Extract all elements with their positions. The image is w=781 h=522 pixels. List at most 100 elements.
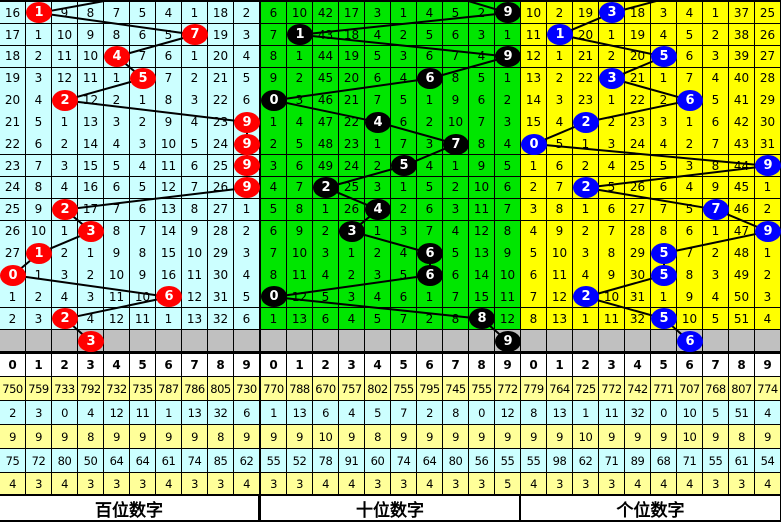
- grid-cell: 2: [234, 2, 260, 25]
- stat-cell: 1: [573, 401, 599, 425]
- grid-cell: 46: [729, 198, 755, 221]
- grid-cell: 27: [625, 198, 651, 221]
- grid-cell: 22: [0, 133, 26, 156]
- grid-cell: 7: [261, 23, 287, 47]
- grid-cell: 21: [208, 67, 234, 90]
- grid-cell: 1: [495, 67, 521, 90]
- stat-cell: 4: [234, 473, 260, 495]
- grid-cell: 5: [417, 176, 443, 200]
- grid-cell: 26: [0, 220, 26, 243]
- grid-cell: 10: [469, 176, 495, 200]
- draw-ball: 6: [677, 89, 703, 111]
- grid-cell: 5: [287, 133, 313, 156]
- grid-cell: 5: [365, 307, 391, 331]
- grid-cell: 10: [677, 307, 703, 331]
- grid-cell: 4: [443, 220, 469, 243]
- grid-cell: 18: [339, 23, 365, 47]
- grid-cell: 1: [365, 220, 391, 243]
- grid-cell: 9: [52, 2, 78, 25]
- stat-cell: 707: [677, 377, 703, 401]
- grid-cell: 4: [130, 154, 156, 178]
- placeholder-cell: [208, 329, 234, 352]
- grid-cell: 2: [547, 67, 573, 90]
- grid-cell: 6: [443, 23, 469, 47]
- grid-cell: 1: [677, 111, 703, 134]
- grid-cell: 2: [365, 154, 391, 178]
- stat-cell: 74: [391, 449, 417, 473]
- grid-cell: 32: [208, 307, 234, 331]
- grid-cell: 20: [625, 45, 651, 69]
- grid-cell: 8: [156, 89, 182, 112]
- grid-cell: 1: [287, 45, 313, 69]
- stat-cell: 64: [130, 449, 156, 473]
- grid-cell: 31: [755, 133, 781, 156]
- grid-cell: 1: [339, 242, 365, 265]
- grid-cell: 7: [599, 220, 625, 243]
- grid-cell: 24: [0, 176, 26, 200]
- stat-cell: 733: [52, 377, 78, 401]
- grid-cell: 8: [182, 198, 208, 221]
- stat-cell: 91: [339, 449, 365, 473]
- grid-cell: 11: [599, 307, 625, 331]
- grid-cell: 2: [391, 198, 417, 221]
- stat-cell: 1: [261, 401, 287, 425]
- grid-cell: 27: [0, 242, 26, 265]
- grid-cell: 3: [651, 2, 677, 25]
- grid-cell: 2: [573, 220, 599, 243]
- draw-ball: 2: [52, 199, 78, 221]
- grid-cell: 12: [182, 286, 208, 309]
- grid-cell: 2: [365, 242, 391, 265]
- grid-cell: 23: [339, 133, 365, 156]
- grid-cell: 4: [287, 111, 313, 134]
- grid-cell: 47: [313, 111, 339, 134]
- draw-ball: 6: [417, 264, 443, 286]
- grid-cell: 4: [104, 133, 130, 156]
- grid-cell: 23: [0, 154, 26, 178]
- stat-cell: 89: [625, 449, 651, 473]
- grid-cell: 19: [573, 2, 599, 25]
- placeholder-cell: [391, 329, 417, 352]
- grid-cell: 1: [703, 2, 729, 25]
- grid-cell: 3: [261, 154, 287, 178]
- grid-cell: 3: [287, 89, 313, 112]
- grid-cell: 7: [677, 67, 703, 90]
- stat-cell: 11: [599, 401, 625, 425]
- grid-cell: 4: [495, 133, 521, 156]
- draw-ball: 7: [443, 133, 469, 155]
- grid-cell: 23: [573, 89, 599, 112]
- grid-cell: 5: [130, 176, 156, 200]
- stat-cell: 768: [703, 377, 729, 401]
- grid-cell: 3: [234, 242, 260, 265]
- digit-header-cell: 7: [443, 354, 469, 377]
- grid-cell: 23: [208, 111, 234, 134]
- draw-ball: 3: [339, 220, 365, 242]
- stat-cell: 68: [651, 449, 677, 473]
- grid-cell: 5: [599, 176, 625, 200]
- grid-cell: 7: [104, 198, 130, 221]
- grid-cell: 5: [365, 45, 391, 69]
- grid-cell: 2: [547, 2, 573, 25]
- grid-cell: 8: [104, 220, 130, 243]
- grid-cell: 9: [156, 111, 182, 134]
- stat-cell: 4: [0, 473, 26, 495]
- grid-cell: 10: [130, 286, 156, 309]
- grid-cell: 15: [469, 286, 495, 309]
- grid-cell: 2: [417, 307, 443, 331]
- stat-cell: 787: [156, 377, 182, 401]
- grid-cell: 20: [339, 67, 365, 90]
- stat-cell: 4: [417, 473, 443, 495]
- grid-cell: 2: [599, 111, 625, 134]
- stat-cell: 9: [0, 425, 26, 449]
- placeholder-cell: [339, 329, 365, 352]
- grid-cell: 1: [651, 286, 677, 309]
- grid-cell: 6: [313, 307, 339, 331]
- grid-cell: 5: [234, 67, 260, 90]
- grid-cell: 2: [313, 220, 339, 243]
- draw-ball: 5: [651, 264, 677, 286]
- grid-cell: 5: [234, 286, 260, 309]
- grid-cell: 32: [625, 307, 651, 331]
- stat-cell: 56: [469, 449, 495, 473]
- grid-cell: 20: [0, 89, 26, 112]
- stat-cell: 61: [729, 449, 755, 473]
